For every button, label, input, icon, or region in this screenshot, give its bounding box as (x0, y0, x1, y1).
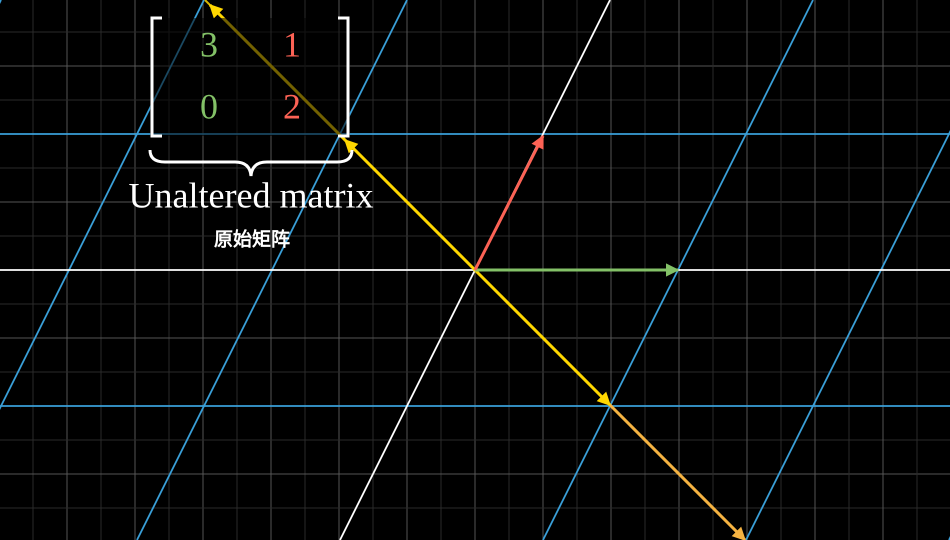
matrix-entry: 1 (283, 24, 301, 64)
eigen-vector (343, 138, 477, 272)
brace (148, 149, 354, 177)
matrix-entry: 2 (283, 86, 301, 126)
bracket-left (150, 16, 162, 138)
bracket-right (338, 16, 350, 138)
eigen-vector (608, 403, 747, 540)
matrix-subtitle: 原始矩阵 (214, 228, 290, 251)
matrix-label: Unaltered matrix (129, 175, 374, 215)
matrix: 3 1 0 2 Unaltered matrix 原始矩阵 (129, 16, 374, 251)
matrix-entry: 3 (200, 24, 218, 64)
matrix-entry: 0 (200, 86, 218, 126)
j-hat (473, 134, 545, 271)
eigen-vector (473, 268, 612, 407)
matrix-backdrop (150, 18, 350, 136)
